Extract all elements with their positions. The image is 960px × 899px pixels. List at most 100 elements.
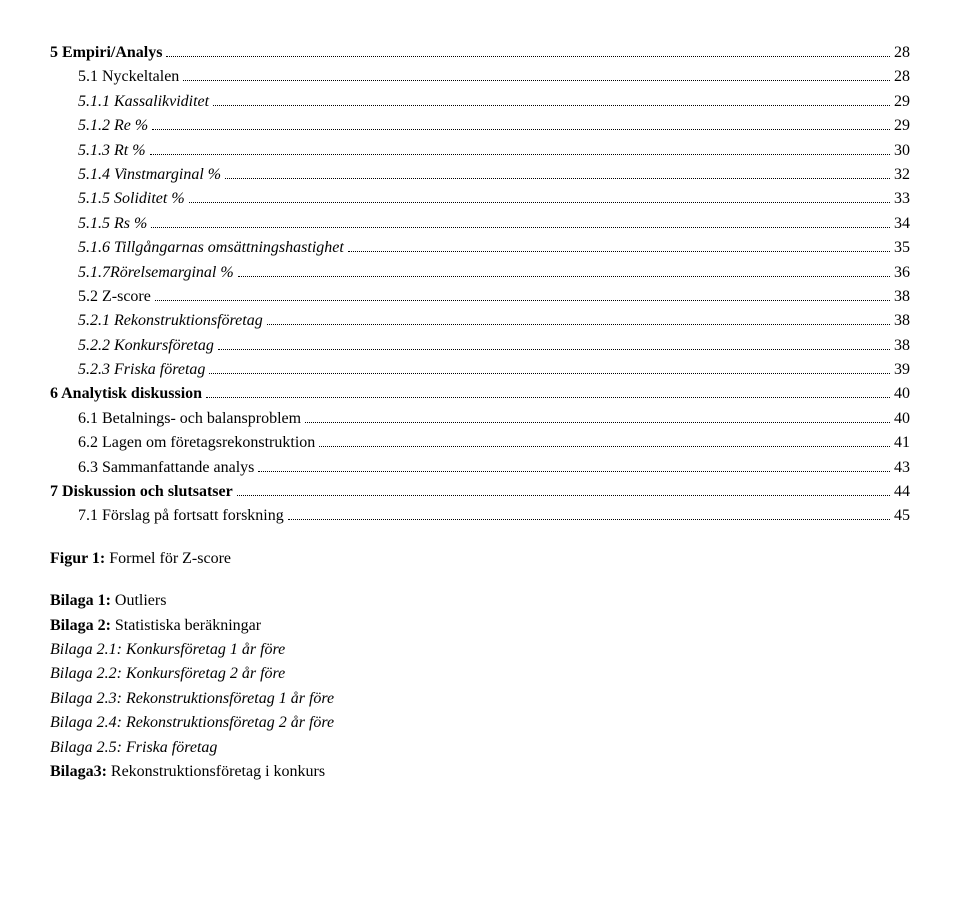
toc-entry: 6 Analytisk diskussion 40 (50, 383, 910, 405)
toc-leader-dots (319, 446, 890, 447)
toc-entry-page: 35 (894, 237, 910, 259)
toc-entry-label: 5.1.5 Rs % (78, 213, 147, 235)
toc-entry-label: 5.2.3 Friska företag (78, 359, 205, 381)
toc-leader-dots (166, 56, 890, 57)
toc-entry: 5.1.5 Soliditet % 33 (50, 188, 910, 210)
toc-entry-label: 5.2.2 Konkursföretag (78, 335, 214, 357)
toc-leader-dots (237, 495, 890, 496)
toc-entry-page: 30 (894, 140, 910, 162)
toc-entry-page: 45 (894, 505, 910, 527)
toc-leader-dots (151, 227, 890, 228)
toc-entry-label: 6.3 Sammanfattande analys (78, 457, 254, 479)
toc-entry-page: 44 (894, 481, 910, 503)
table-of-contents: 5 Empiri/Analys 285.1 Nyckeltalen 285.1.… (50, 42, 910, 528)
toc-leader-dots (305, 422, 890, 423)
appendix-text: Statistiska beräkningar (115, 617, 261, 634)
toc-entry-label: 5.1.6 Tillgångarnas omsättningshastighet (78, 237, 344, 259)
appendix-text: Friska företag (126, 739, 217, 756)
appendix-prefix: Bilaga 1: (50, 592, 115, 609)
toc-entry-label: 7.1 Förslag på fortsatt forskning (78, 505, 284, 527)
toc-entry-page: 39 (894, 359, 910, 381)
appendix-text: Rekonstruktionsföretag 2 år före (126, 714, 334, 731)
toc-entry-label: 6.1 Betalnings- och balansproblem (78, 408, 301, 430)
toc-leader-dots (152, 129, 890, 130)
appendix-line: Bilaga3: Rekonstruktionsföretag i konkur… (50, 761, 910, 783)
toc-entry-label: 5 Empiri/Analys (50, 42, 162, 64)
toc-entry-label: 5.1 Nyckeltalen (78, 66, 179, 88)
toc-entry: 5.1.3 Rt % 30 (50, 140, 910, 162)
toc-entry-page: 43 (894, 457, 910, 479)
toc-leader-dots (213, 105, 890, 106)
toc-entry: 5.1.1 Kassalikviditet 29 (50, 91, 910, 113)
toc-entry-label: 5.1.5 Soliditet % (78, 188, 185, 210)
toc-entry-page: 38 (894, 310, 910, 332)
appendix-prefix: Bilaga 2.4: (50, 714, 126, 731)
appendix-list: Bilaga 1: OutliersBilaga 2: Statistiska … (50, 590, 910, 783)
appendix-prefix: Bilaga 2.2: (50, 665, 126, 682)
toc-entry-page: 29 (894, 115, 910, 137)
toc-entry-label: 6 Analytisk diskussion (50, 383, 202, 405)
toc-entry-page: 38 (894, 335, 910, 357)
toc-leader-dots (189, 202, 890, 203)
appendix-line: Bilaga 2.2: Konkursföretag 2 år före (50, 663, 910, 685)
toc-entry-label: 5.1.1 Kassalikviditet (78, 91, 209, 113)
toc-leader-dots (238, 276, 890, 277)
toc-entry-label: 5.1.4 Vinstmarginal % (78, 164, 221, 186)
toc-entry-label: 5.1.2 Re % (78, 115, 148, 137)
toc-leader-dots (155, 300, 890, 301)
figure-list: Figur 1: Formel för Z-score (50, 548, 910, 570)
toc-entry: 6.3 Sammanfattande analys 43 (50, 457, 910, 479)
appendix-prefix: Bilaga 2.3: (50, 690, 126, 707)
toc-entry: 7.1 Förslag på fortsatt forskning 45 (50, 505, 910, 527)
toc-leader-dots (258, 471, 890, 472)
toc-entry-label: 5.2.1 Rekonstruktionsföretag (78, 310, 263, 332)
appendix-text: Rekonstruktionsföretag i konkurs (111, 763, 325, 780)
toc-entry-page: 40 (894, 383, 910, 405)
appendix-text: Konkursföretag 1 år före (126, 641, 285, 658)
toc-leader-dots (348, 251, 890, 252)
figure-text: Formel för Z-score (109, 550, 231, 567)
toc-entry-page: 32 (894, 164, 910, 186)
toc-entry: 5 Empiri/Analys 28 (50, 42, 910, 64)
toc-entry-page: 28 (894, 42, 910, 64)
toc-leader-dots (209, 373, 890, 374)
appendix-text: Konkursföretag 2 år före (126, 665, 285, 682)
appendix-text: Outliers (115, 592, 167, 609)
toc-entry: 5.2 Z-score 38 (50, 286, 910, 308)
toc-entry-page: 28 (894, 66, 910, 88)
toc-entry: 5.2.3 Friska företag 39 (50, 359, 910, 381)
appendix-line: Bilaga 2: Statistiska beräkningar (50, 615, 910, 637)
appendix-line: Bilaga 1: Outliers (50, 590, 910, 612)
toc-entry-page: 33 (894, 188, 910, 210)
toc-entry-page: 36 (894, 262, 910, 284)
toc-entry-page: 34 (894, 213, 910, 235)
toc-entry-label: 5.2 Z-score (78, 286, 151, 308)
appendix-prefix: Bilaga3: (50, 763, 111, 780)
toc-entry: 5.1 Nyckeltalen 28 (50, 66, 910, 88)
figure-line: Figur 1: Formel för Z-score (50, 548, 910, 570)
toc-entry-label: 6.2 Lagen om företagsrekonstruktion (78, 432, 315, 454)
toc-entry: 7 Diskussion och slutsatser 44 (50, 481, 910, 503)
appendix-prefix: Bilaga 2.1: (50, 641, 126, 658)
toc-entry: 6.2 Lagen om företagsrekonstruktion 41 (50, 432, 910, 454)
toc-entry: 5.1.7Rörelsemarginal % 36 (50, 262, 910, 284)
appendix-text: Rekonstruktionsföretag 1 år före (126, 690, 334, 707)
figure-prefix: Figur 1: (50, 550, 109, 567)
toc-entry: 5.1.5 Rs % 34 (50, 213, 910, 235)
toc-leader-dots (267, 324, 890, 325)
toc-entry-page: 29 (894, 91, 910, 113)
toc-leader-dots (183, 80, 890, 81)
appendix-line: Bilaga 2.4: Rekonstruktionsföretag 2 år … (50, 712, 910, 734)
toc-entry-label: 5.1.7Rörelsemarginal % (78, 262, 234, 284)
toc-entry-page: 40 (894, 408, 910, 430)
appendix-line: Bilaga 2.5: Friska företag (50, 737, 910, 759)
toc-entry-label: 7 Diskussion och slutsatser (50, 481, 233, 503)
toc-leader-dots (150, 154, 890, 155)
appendix-line: Bilaga 2.1: Konkursföretag 1 år före (50, 639, 910, 661)
toc-entry: 5.2.2 Konkursföretag 38 (50, 335, 910, 357)
appendix-prefix: Bilaga 2.5: (50, 739, 126, 756)
appendix-prefix: Bilaga 2: (50, 617, 115, 634)
appendix-line: Bilaga 2.3: Rekonstruktionsföretag 1 år … (50, 688, 910, 710)
toc-entry: 5.1.4 Vinstmarginal % 32 (50, 164, 910, 186)
toc-entry: 6.1 Betalnings- och balansproblem 40 (50, 408, 910, 430)
